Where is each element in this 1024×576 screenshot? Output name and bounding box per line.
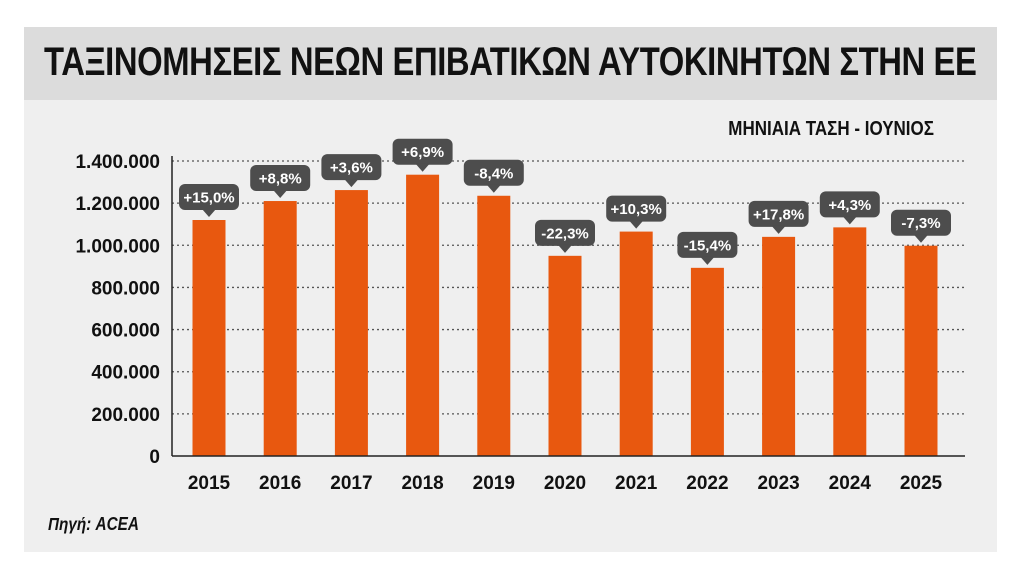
data-label: +6,9%	[401, 144, 444, 161]
data-label-callout: +6,9%	[392, 138, 453, 172]
bar	[263, 201, 297, 456]
bar	[334, 190, 368, 457]
callout-pointer	[771, 225, 786, 234]
data-label-callout: +17,8%	[748, 200, 809, 234]
callout-box	[463, 159, 524, 186]
callout-pointer	[914, 234, 928, 243]
chart-title: ΤΑΞΙΝΟΜΗΣΕΙΣ ΝΕΩΝ ΕΠΙΒΑΤΙΚΩΝ ΑΥΤΟΚΙΝΗΤΩΝ…	[44, 40, 977, 84]
x-tick-label: 2020	[544, 473, 586, 494]
callout-pointer	[202, 209, 216, 217]
y-tick-label: 1.200.000	[75, 194, 160, 215]
data-label-callout: -8,4%	[463, 159, 524, 193]
data-label-callout: +4,3%	[819, 191, 880, 225]
x-tick-label: 2018	[401, 473, 443, 494]
callout-box	[677, 231, 738, 258]
callout-pointer	[273, 190, 288, 199]
data-label: -7,3%	[901, 215, 940, 232]
y-tick-label: 1.400.000	[75, 152, 160, 173]
callout-box	[392, 138, 453, 165]
title-bar	[24, 27, 997, 100]
x-tick-label: 2019	[473, 473, 515, 494]
data-label-callout: -7,3%	[891, 209, 951, 243]
bar	[904, 245, 938, 456]
bar	[477, 195, 511, 456]
data-label-callout: -15,4%	[677, 231, 738, 265]
callout-box	[179, 184, 239, 210]
bar-layer	[192, 174, 938, 457]
data-label-callout: +10,3%	[606, 195, 667, 229]
callout-pointer	[700, 256, 715, 265]
callout-box	[819, 191, 880, 218]
x-tick-label: 2015	[188, 473, 231, 494]
label-layer: +15,0% +8,8% +3,6% +6,9% -8,4% -22,3% +10,3% -1…	[179, 138, 951, 265]
callout-box	[891, 209, 951, 236]
y-tick-label: 200.000	[91, 405, 160, 426]
data-label-callout: +8,8%	[250, 165, 311, 199]
bar	[548, 255, 582, 456]
y-tick-label: 800.000	[91, 278, 160, 299]
data-label: -15,4%	[684, 237, 732, 254]
x-tick-label: 2017	[330, 473, 372, 494]
x-tick-label: 2022	[686, 473, 728, 494]
bar	[406, 174, 440, 457]
y-tick-label: 1.000.000	[75, 236, 160, 257]
x-tick-label: 2024	[829, 473, 872, 494]
callout-pointer	[629, 220, 644, 229]
callout-box	[535, 219, 595, 246]
bar	[619, 231, 653, 456]
callout-pointer	[558, 244, 572, 253]
bar	[762, 236, 796, 456]
x-tick-label: 2021	[615, 473, 658, 494]
data-label: +10,3%	[611, 201, 662, 218]
x-tick-label: 2016	[259, 473, 301, 494]
data-label: -8,4%	[474, 165, 513, 182]
callout-pointer	[415, 163, 430, 172]
data-label: +3,6%	[330, 160, 373, 177]
callout-pointer	[486, 184, 501, 193]
x-tick-label: 2025	[900, 473, 943, 494]
chart-subtitle: ΜΗΝΙΑΙΑ ΤΑΣΗ - ΙΟΥΝΙΟΣ	[728, 118, 934, 140]
data-label: -22,3%	[541, 225, 589, 242]
data-label: +17,8%	[753, 206, 804, 223]
data-label-callout: +15,0%	[179, 184, 239, 217]
callout-box	[606, 195, 667, 222]
callout-pointer	[344, 179, 359, 188]
bar	[833, 227, 867, 456]
callout-box	[250, 165, 311, 192]
y-tick-label: 0	[149, 447, 160, 468]
y-tick-label: 600.000	[91, 321, 160, 342]
data-label: +4,3%	[828, 197, 871, 214]
data-label-callout: +3,6%	[321, 154, 382, 188]
data-label: +8,8%	[259, 171, 302, 188]
data-label-callout: -22,3%	[535, 219, 595, 253]
callout-pointer	[842, 216, 857, 225]
x-tick-label: 2023	[757, 473, 799, 494]
y-tick-label: 400.000	[91, 363, 160, 384]
chart-source: Πηγή: ACEA	[48, 514, 139, 534]
callout-box	[748, 200, 809, 227]
bar	[192, 220, 226, 456]
bar	[690, 267, 724, 456]
callout-box	[321, 154, 382, 181]
axis-layer: 0 200.000 400.000 600.000 800.000 1.000.000 1.…	[75, 152, 965, 494]
data-label: +15,0%	[183, 190, 234, 207]
